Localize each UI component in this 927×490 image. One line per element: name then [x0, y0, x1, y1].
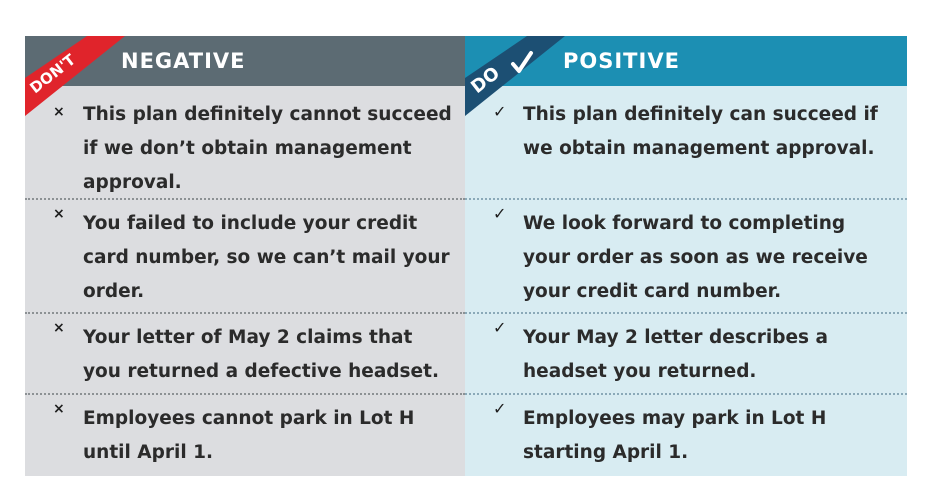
negative-row-text: Your letter of May 2 claims that you ret… [83, 327, 439, 382]
positive-row: ✓ This plan definitely can succeed if we… [465, 98, 907, 198]
negative-row: × Employees cannot park in Lot H until A… [25, 393, 465, 475]
negative-header: NEGATIVE [25, 36, 465, 86]
check-mark-icon: ✓ [493, 204, 507, 223]
negative-row-text: This plan definitely cannot succeed if w… [83, 104, 452, 193]
negative-title: NEGATIVE [121, 49, 246, 73]
cross-icon: × [53, 104, 65, 120]
do-tag: DO [465, 36, 565, 116]
positive-row-text: This plan definitely can succeed if we o… [523, 104, 878, 159]
positive-row-text: Your May 2 letter describes a headset yo… [523, 327, 828, 382]
negative-row: × This plan definitely cannot succeed if… [25, 98, 465, 226]
cross-icon: × [53, 206, 65, 222]
positive-column: POSITIVE DO ✓ This plan definitely can s… [465, 36, 907, 476]
check-mark-icon: ✓ [493, 399, 507, 418]
positive-row-text: Employees may park in Lot H starting Apr… [523, 408, 827, 463]
positive-row-text: We look forward to completing your order… [523, 213, 868, 302]
positive-title: POSITIVE [563, 49, 680, 73]
check-mark-icon: ✓ [493, 102, 507, 121]
check-icon [511, 51, 533, 73]
negative-row-text: Employees cannot park in Lot H until Apr… [83, 408, 415, 463]
negative-row: × Your letter of May 2 claims that you r… [25, 312, 465, 394]
comparison-table: NEGATIVE DON'T × This plan definitely ca… [25, 36, 907, 476]
negative-row: × You failed to include your credit card… [25, 198, 465, 310]
positive-row: ✓ We look forward to completing your ord… [465, 198, 907, 310]
positive-row: ✓ Employees may park in Lot H starting A… [465, 393, 907, 475]
check-mark-icon: ✓ [493, 318, 507, 337]
dont-tag: DON'T [25, 36, 125, 116]
negative-row-text: You failed to include your credit card n… [83, 213, 450, 302]
positive-row: ✓ Your May 2 letter describes a headset … [465, 312, 907, 394]
negative-column: NEGATIVE DON'T × This plan definitely ca… [25, 36, 465, 476]
cross-icon: × [53, 401, 65, 417]
cross-icon: × [53, 320, 65, 336]
